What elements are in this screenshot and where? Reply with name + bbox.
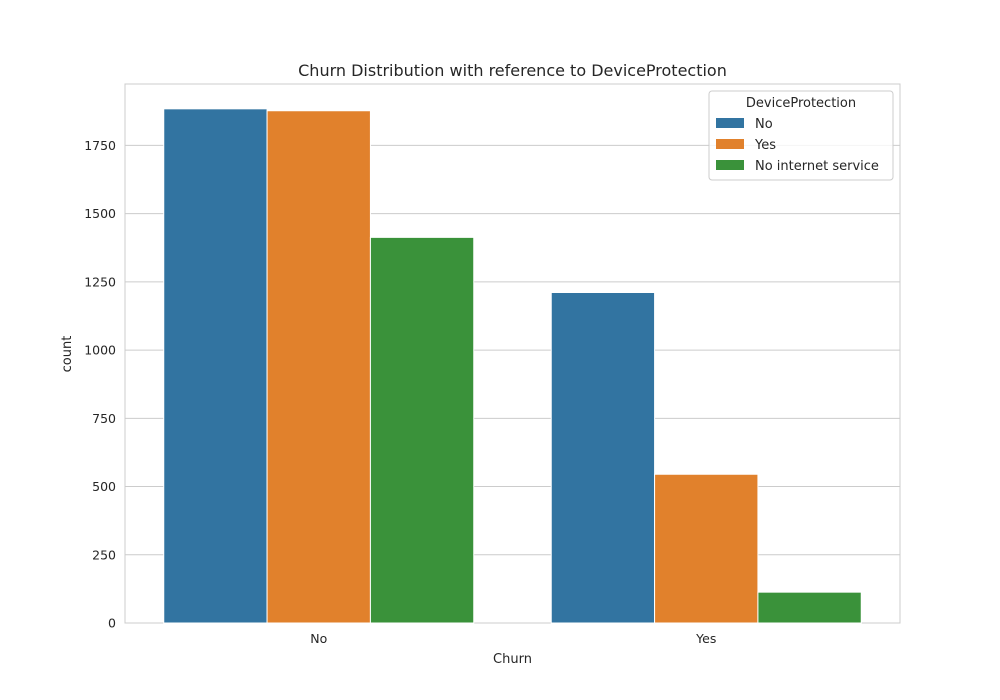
y-tick-label: 750 (92, 411, 116, 426)
legend-label: No (755, 117, 773, 132)
y-tick-label: 250 (92, 547, 116, 562)
bar (163, 108, 268, 624)
legend-swatch (716, 160, 744, 170)
y-tick-label: 1250 (84, 274, 116, 289)
y-tick-label: 1000 (84, 343, 116, 358)
legend-label: Yes (754, 138, 776, 153)
bar (266, 110, 371, 624)
bar (757, 591, 862, 624)
x-ticks: No Yes (310, 631, 716, 646)
y-tick-label: 1750 (84, 138, 116, 153)
legend-swatch (716, 118, 744, 128)
x-tick-label: No (310, 631, 327, 646)
y-tick-label: 500 (92, 479, 116, 494)
y-tick-label: 1500 (84, 206, 116, 221)
legend-title: DeviceProtection (746, 96, 856, 111)
y-ticks: 0 250 500 750 1000 1250 1500 1750 (84, 138, 116, 631)
x-axis-label: Churn (493, 652, 532, 667)
x-tick-label: Yes (695, 631, 716, 646)
bar (654, 473, 759, 624)
legend-swatch (716, 139, 744, 149)
bar (369, 236, 475, 624)
legend-box (708, 90, 894, 181)
legend-items: No Yes No internet service (716, 117, 879, 174)
bars (163, 108, 862, 624)
legend: DeviceProtection No Yes No internet servic… (708, 90, 894, 181)
chart-title: Churn Distribution with reference to Dev… (298, 61, 727, 80)
y-axis-label: count (60, 336, 75, 373)
bar (550, 292, 656, 624)
legend-label: No internet service (755, 159, 879, 174)
y-tick-label: 0 (108, 616, 116, 631)
